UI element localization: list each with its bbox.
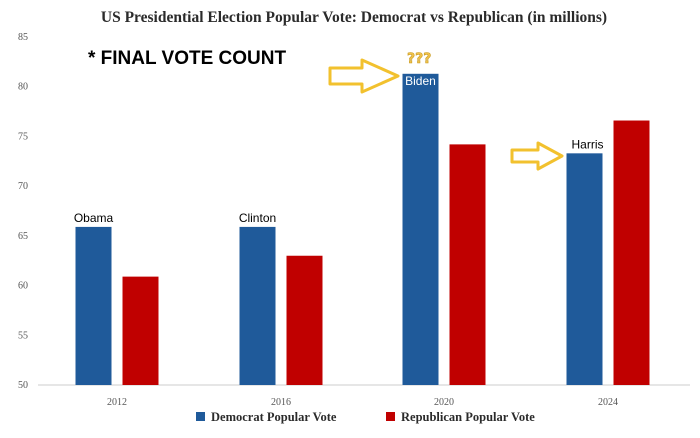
legend-swatch-republican	[386, 412, 395, 421]
y-axis-ticks: 50 55 60 65 70 75 80 85	[18, 32, 28, 391]
candidate-label-biden: Biden	[405, 74, 436, 88]
candidate-label-clinton: Clinton	[239, 211, 276, 225]
y-tick-label: 50	[18, 380, 28, 391]
legend: Democrat Popular Vote Republican Popular…	[196, 410, 535, 424]
candidate-label-obama: Obama	[74, 211, 114, 225]
x-tick-label: 2020	[434, 397, 454, 408]
legend-label-democrat: Democrat Popular Vote	[211, 410, 337, 424]
bar-democrat-2016	[239, 226, 276, 385]
y-tick-label: 55	[18, 330, 28, 341]
y-tick-label: 85	[18, 32, 28, 43]
y-tick-label: 60	[18, 281, 28, 292]
x-tick-label: 2016	[271, 397, 291, 408]
bar-republican-2012	[122, 276, 159, 385]
candidate-labels: Obama Clinton Biden Harris	[74, 74, 604, 225]
bar-democrat-2024	[566, 153, 603, 385]
x-axis-ticks: 2012 2016 2020 2024	[107, 397, 618, 408]
y-tick-label: 75	[18, 131, 28, 142]
y-tick-label: 80	[18, 82, 28, 93]
y-tick-label: 65	[18, 231, 28, 242]
question-marks: ???	[407, 51, 431, 67]
x-tick-label: 2012	[107, 397, 127, 408]
bar-republican-2020	[449, 144, 486, 385]
arrow-to-harris	[510, 141, 564, 171]
bar-republican-2016	[286, 255, 323, 385]
bar-republican-2024	[613, 120, 650, 386]
bar-democrat-2020	[402, 73, 439, 385]
legend-swatch-democrat	[196, 412, 205, 421]
legend-label-republican: Republican Popular Vote	[401, 410, 535, 424]
x-tick-label: 2024	[598, 397, 618, 408]
arrow-to-biden	[328, 58, 400, 94]
candidate-label-harris: Harris	[572, 137, 604, 151]
chart-title: US Presidential Election Popular Vote: D…	[101, 9, 607, 26]
final-vote-count-note: * FINAL VOTE COUNT	[88, 48, 286, 69]
bars	[75, 73, 650, 386]
y-tick-label: 70	[18, 181, 28, 192]
bar-democrat-2012	[75, 226, 112, 385]
